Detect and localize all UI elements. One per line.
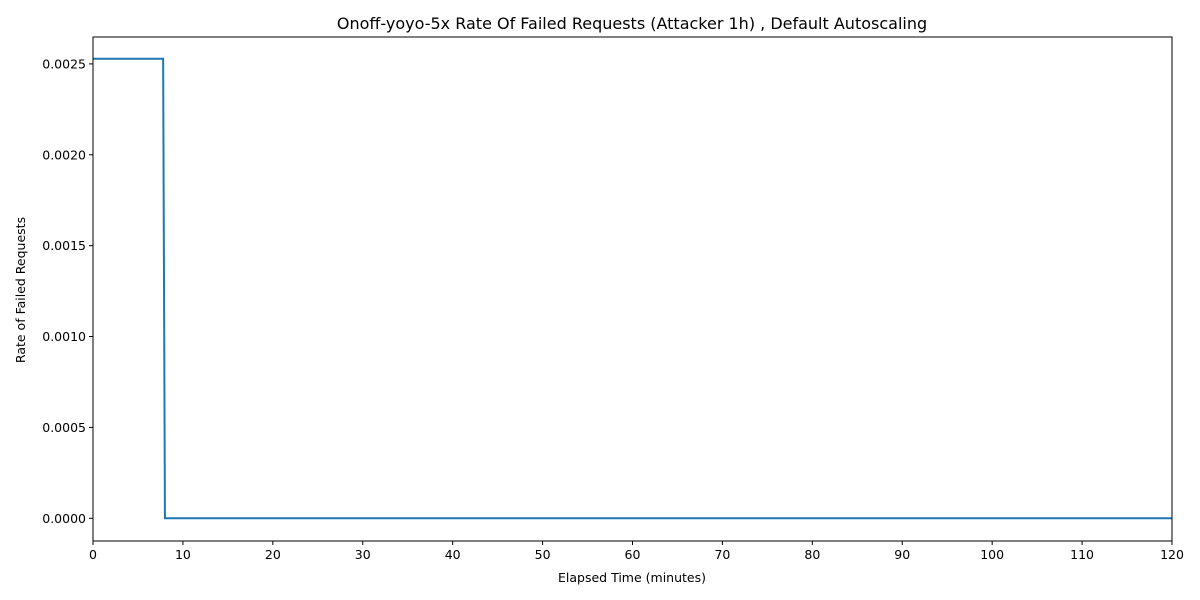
x-tick-label: 60: [625, 547, 641, 562]
y-tick-label: 0.0010: [42, 329, 86, 344]
series-line: [93, 57, 1172, 520]
x-tick-label: 0: [89, 547, 97, 562]
y-axis-ticks: 0.0000 0.0005 0.0010 0.0015 0.0020 0.0025: [42, 56, 93, 526]
x-tick-label: 90: [894, 547, 910, 562]
y-tick-label: 0.0025: [42, 56, 86, 71]
axes-frame: [92, 36, 1173, 542]
x-tick-label: 100: [980, 547, 1004, 562]
y-axis-label: Rate of Failed Requests: [13, 217, 28, 363]
x-tick-label: 20: [265, 547, 281, 562]
x-axis-ticks: 0 10 20 30 40 50 60 70 80 90 100 110 120: [89, 541, 1184, 562]
x-tick-label: 10: [175, 547, 191, 562]
x-tick-label: 40: [445, 547, 461, 562]
y-tick-label: 0.0020: [42, 147, 86, 162]
x-axis-label: Elapsed Time (minutes): [558, 570, 706, 585]
x-tick-label: 80: [804, 547, 820, 562]
x-tick-label: 30: [355, 547, 371, 562]
x-tick-label: 110: [1070, 547, 1094, 562]
x-tick-label: 120: [1160, 547, 1184, 562]
plot-area: [92, 36, 1173, 542]
x-tick-label: 50: [535, 547, 551, 562]
x-tick-label: 70: [714, 547, 730, 562]
chart-title: Onoff-yoyo-5x Rate Of Failed Requests (A…: [337, 14, 927, 33]
y-tick-label: 0.0005: [42, 420, 86, 435]
y-tick-label: 0.0000: [42, 511, 86, 526]
y-tick-label: 0.0015: [42, 238, 86, 253]
